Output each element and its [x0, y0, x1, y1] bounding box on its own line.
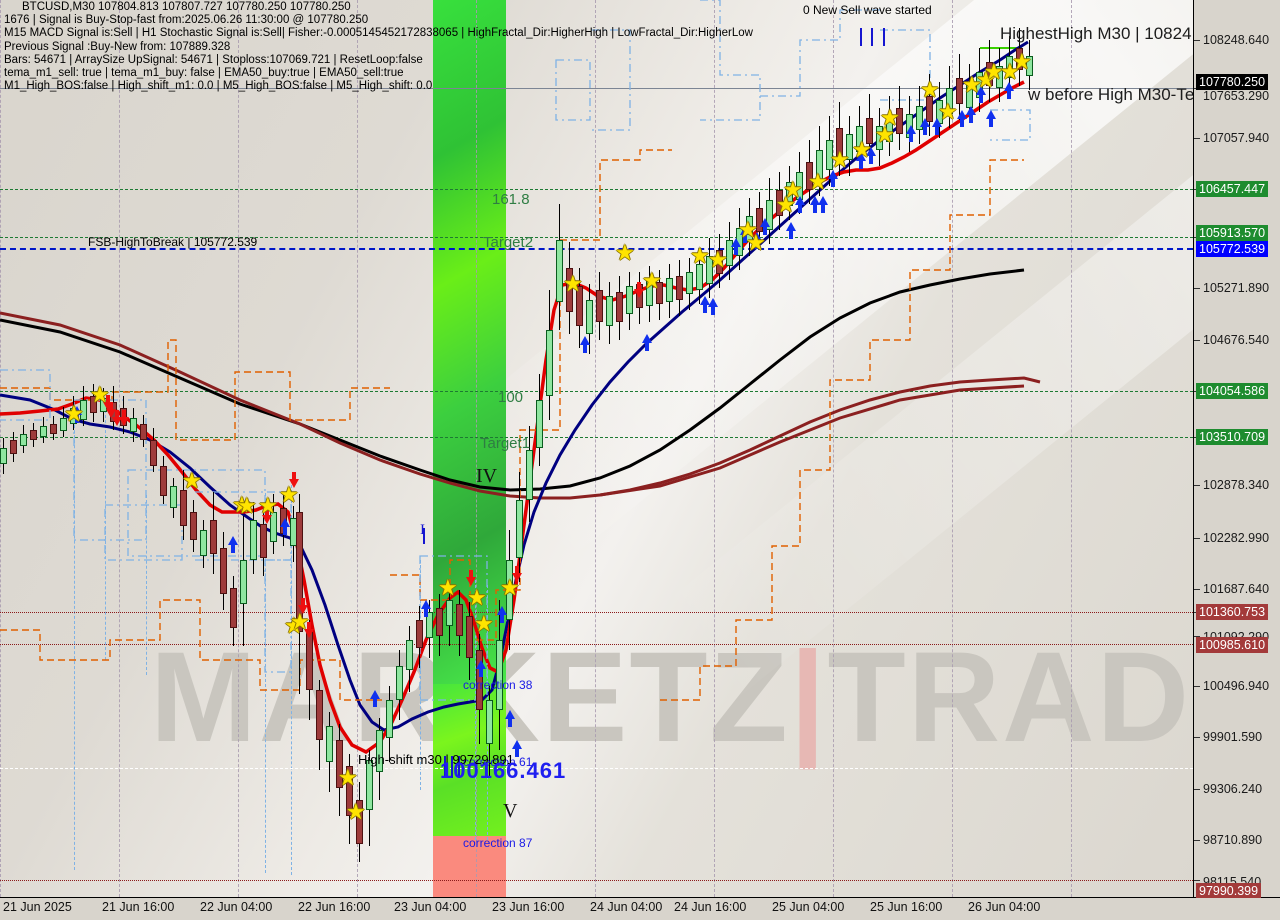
level-label-106457: 106457.447 — [1196, 181, 1269, 197]
time-tick-label: 23 Jun 04:00 — [394, 900, 467, 914]
header-line-5: Bars: 54671 | ArraySize UpSignal: 54671 … — [4, 53, 423, 66]
price-tick-label: 98710.890 — [1203, 833, 1263, 847]
wave-label-i: I — [420, 522, 425, 538]
wave-label-v: V — [503, 800, 518, 822]
chart-plot-area[interactable]: MARKETZ|TRADE — [0, 0, 1194, 898]
header-line-2: 1676 | Signal is Buy-Stop-fast from:2025… — [4, 14, 369, 27]
time-tick-label: 21 Jun 16:00 — [102, 900, 175, 914]
chart-info-header: BTCUSD,M30 107804.813 107807.727 107780.… — [4, 1, 753, 93]
watermark-part2: TRADE — [827, 626, 1194, 769]
new-sell-wave-label: 0 New Sell wave started — [803, 3, 932, 17]
scale-tick — [1194, 138, 1200, 139]
fib-100-label: 100 — [498, 389, 524, 406]
level-low-white — [0, 768, 1193, 769]
vgrid-line — [714, 0, 715, 897]
scale-tick — [1194, 686, 1200, 687]
fib-1618-label: 161.8 — [492, 191, 530, 208]
level-red-100985 — [0, 644, 1193, 645]
vgrid-line — [952, 0, 953, 897]
level-label-100985: 100985.610 — [1196, 637, 1269, 653]
vgrid-line — [833, 0, 834, 897]
fractal-step-mid — [390, 149, 672, 641]
header-line-3: M15 MACD Signal is:Sell | H1 Stochastic … — [4, 27, 753, 40]
level-label-104054: 104054.586 — [1196, 383, 1269, 399]
range-box-10 — [760, 9, 880, 97]
header-line-4: Previous Signal :Buy-New from: 107889.32… — [4, 40, 231, 53]
time-tick-label: 24 Jun 04:00 — [590, 900, 663, 914]
current-price-label: 107780.250 — [1196, 74, 1269, 90]
range-box-13 — [0, 369, 51, 421]
vgrid-line — [1071, 0, 1072, 897]
watermark-divider: | — [789, 626, 828, 769]
level-label-105772: 105772.539 — [1196, 241, 1269, 257]
price-tick-label: 99306.240 — [1203, 782, 1263, 796]
time-tick-label: 24 Jun 16:00 — [674, 900, 747, 914]
vgrid-line — [238, 0, 239, 897]
level-green-104054 — [0, 391, 1193, 392]
vgrid-line — [595, 0, 596, 897]
price-tick-label: 102282.990 — [1203, 531, 1270, 545]
scale-tick — [1194, 789, 1200, 790]
range-marker — [146, 495, 147, 675]
scale-tick — [1194, 485, 1200, 486]
scale-tick — [1194, 40, 1200, 41]
vgrid-line — [119, 0, 120, 897]
price-tick-label: 107057.940 — [1203, 131, 1270, 145]
header-line-1: BTCUSD,M30 107804.813 107807.727 107780.… — [22, 1, 351, 13]
fsb-high-to-break-label: FSB-HighToBreak | 105772.539 — [88, 235, 258, 249]
price-tick-label: 100496.940 — [1203, 679, 1270, 693]
low-level-price-label: 100166.461 — [440, 758, 567, 783]
header-line-7: M1_High_BOS:false | High_shift_m1: 0.0 |… — [4, 80, 433, 93]
time-tick-label: 26 Jun 04:00 — [968, 900, 1041, 914]
correction-87-label: correction 87 — [463, 836, 533, 850]
range-marker — [74, 400, 75, 870]
fractal-step-upper — [0, 339, 390, 441]
level-green-103510 — [0, 437, 1193, 438]
scale-tick — [1194, 538, 1200, 539]
time-tick-label: 22 Jun 04:00 — [200, 900, 273, 914]
scale-tick — [1194, 340, 1200, 341]
wave-label-iv: IV — [476, 465, 498, 487]
scale-tick — [1194, 840, 1200, 841]
level-red-101360 — [0, 612, 1193, 613]
level-red-97990 — [0, 880, 1193, 881]
price-tick-label: 101687.640 — [1203, 582, 1270, 596]
price-tick-label: 105271.890 — [1203, 281, 1270, 295]
scale-tick — [1194, 288, 1200, 289]
time-tick-label: 25 Jun 16:00 — [870, 900, 943, 914]
time-tick-label: 22 Jun 16:00 — [298, 900, 371, 914]
time-tick-label: 21 Jun 2025 — [3, 900, 72, 914]
level-label-105913: 105913.570 — [1196, 225, 1269, 241]
low-before-high-label: w before High M30-Teste — [1028, 85, 1194, 104]
time-tick-label: 25 Jun 04:00 — [772, 900, 845, 914]
price-tick-label: 107653.290 — [1203, 89, 1270, 103]
target1-label: Target1 — [480, 435, 531, 452]
time-axis[interactable]: 21 Jun 2025 21 Jun 16:00 22 Jun 04:00 22… — [0, 898, 1280, 920]
ema50-tail — [599, 384, 1025, 497]
scale-tick — [1194, 589, 1200, 590]
time-tick-label: 23 Jun 16:00 — [492, 900, 565, 914]
level-label-97990: 97990.399 — [1196, 883, 1262, 899]
scale-tick — [1194, 636, 1200, 637]
level-label-103510: 103510.709 — [1196, 429, 1269, 445]
correction-38-label: correction 38 — [463, 678, 533, 692]
range-marker — [105, 410, 106, 660]
highest-high-label: HighestHigh M30 | 10824 — [1000, 24, 1192, 43]
level-label-101360: 101360.753 — [1196, 604, 1269, 620]
price-tick-label: 99901.590 — [1203, 730, 1263, 744]
header-line-6: tema_m1_sell: true | tema_m1_buy: false … — [4, 67, 404, 80]
price-tick-label: 104676.540 — [1203, 333, 1270, 347]
price-tick-label: 108248.640 — [1203, 33, 1270, 47]
target2-label: Target2 — [483, 234, 534, 251]
range-box-12 — [990, 109, 1031, 141]
scale-tick — [1194, 737, 1200, 738]
range-box-2 — [104, 504, 183, 561]
scale-tick — [1194, 880, 1200, 881]
price-tick-label: 102878.340 — [1203, 478, 1270, 492]
price-scale[interactable]: 108248.640 107780.250 107653.290 107057.… — [1194, 0, 1280, 899]
level-green-106457 — [0, 189, 1193, 190]
